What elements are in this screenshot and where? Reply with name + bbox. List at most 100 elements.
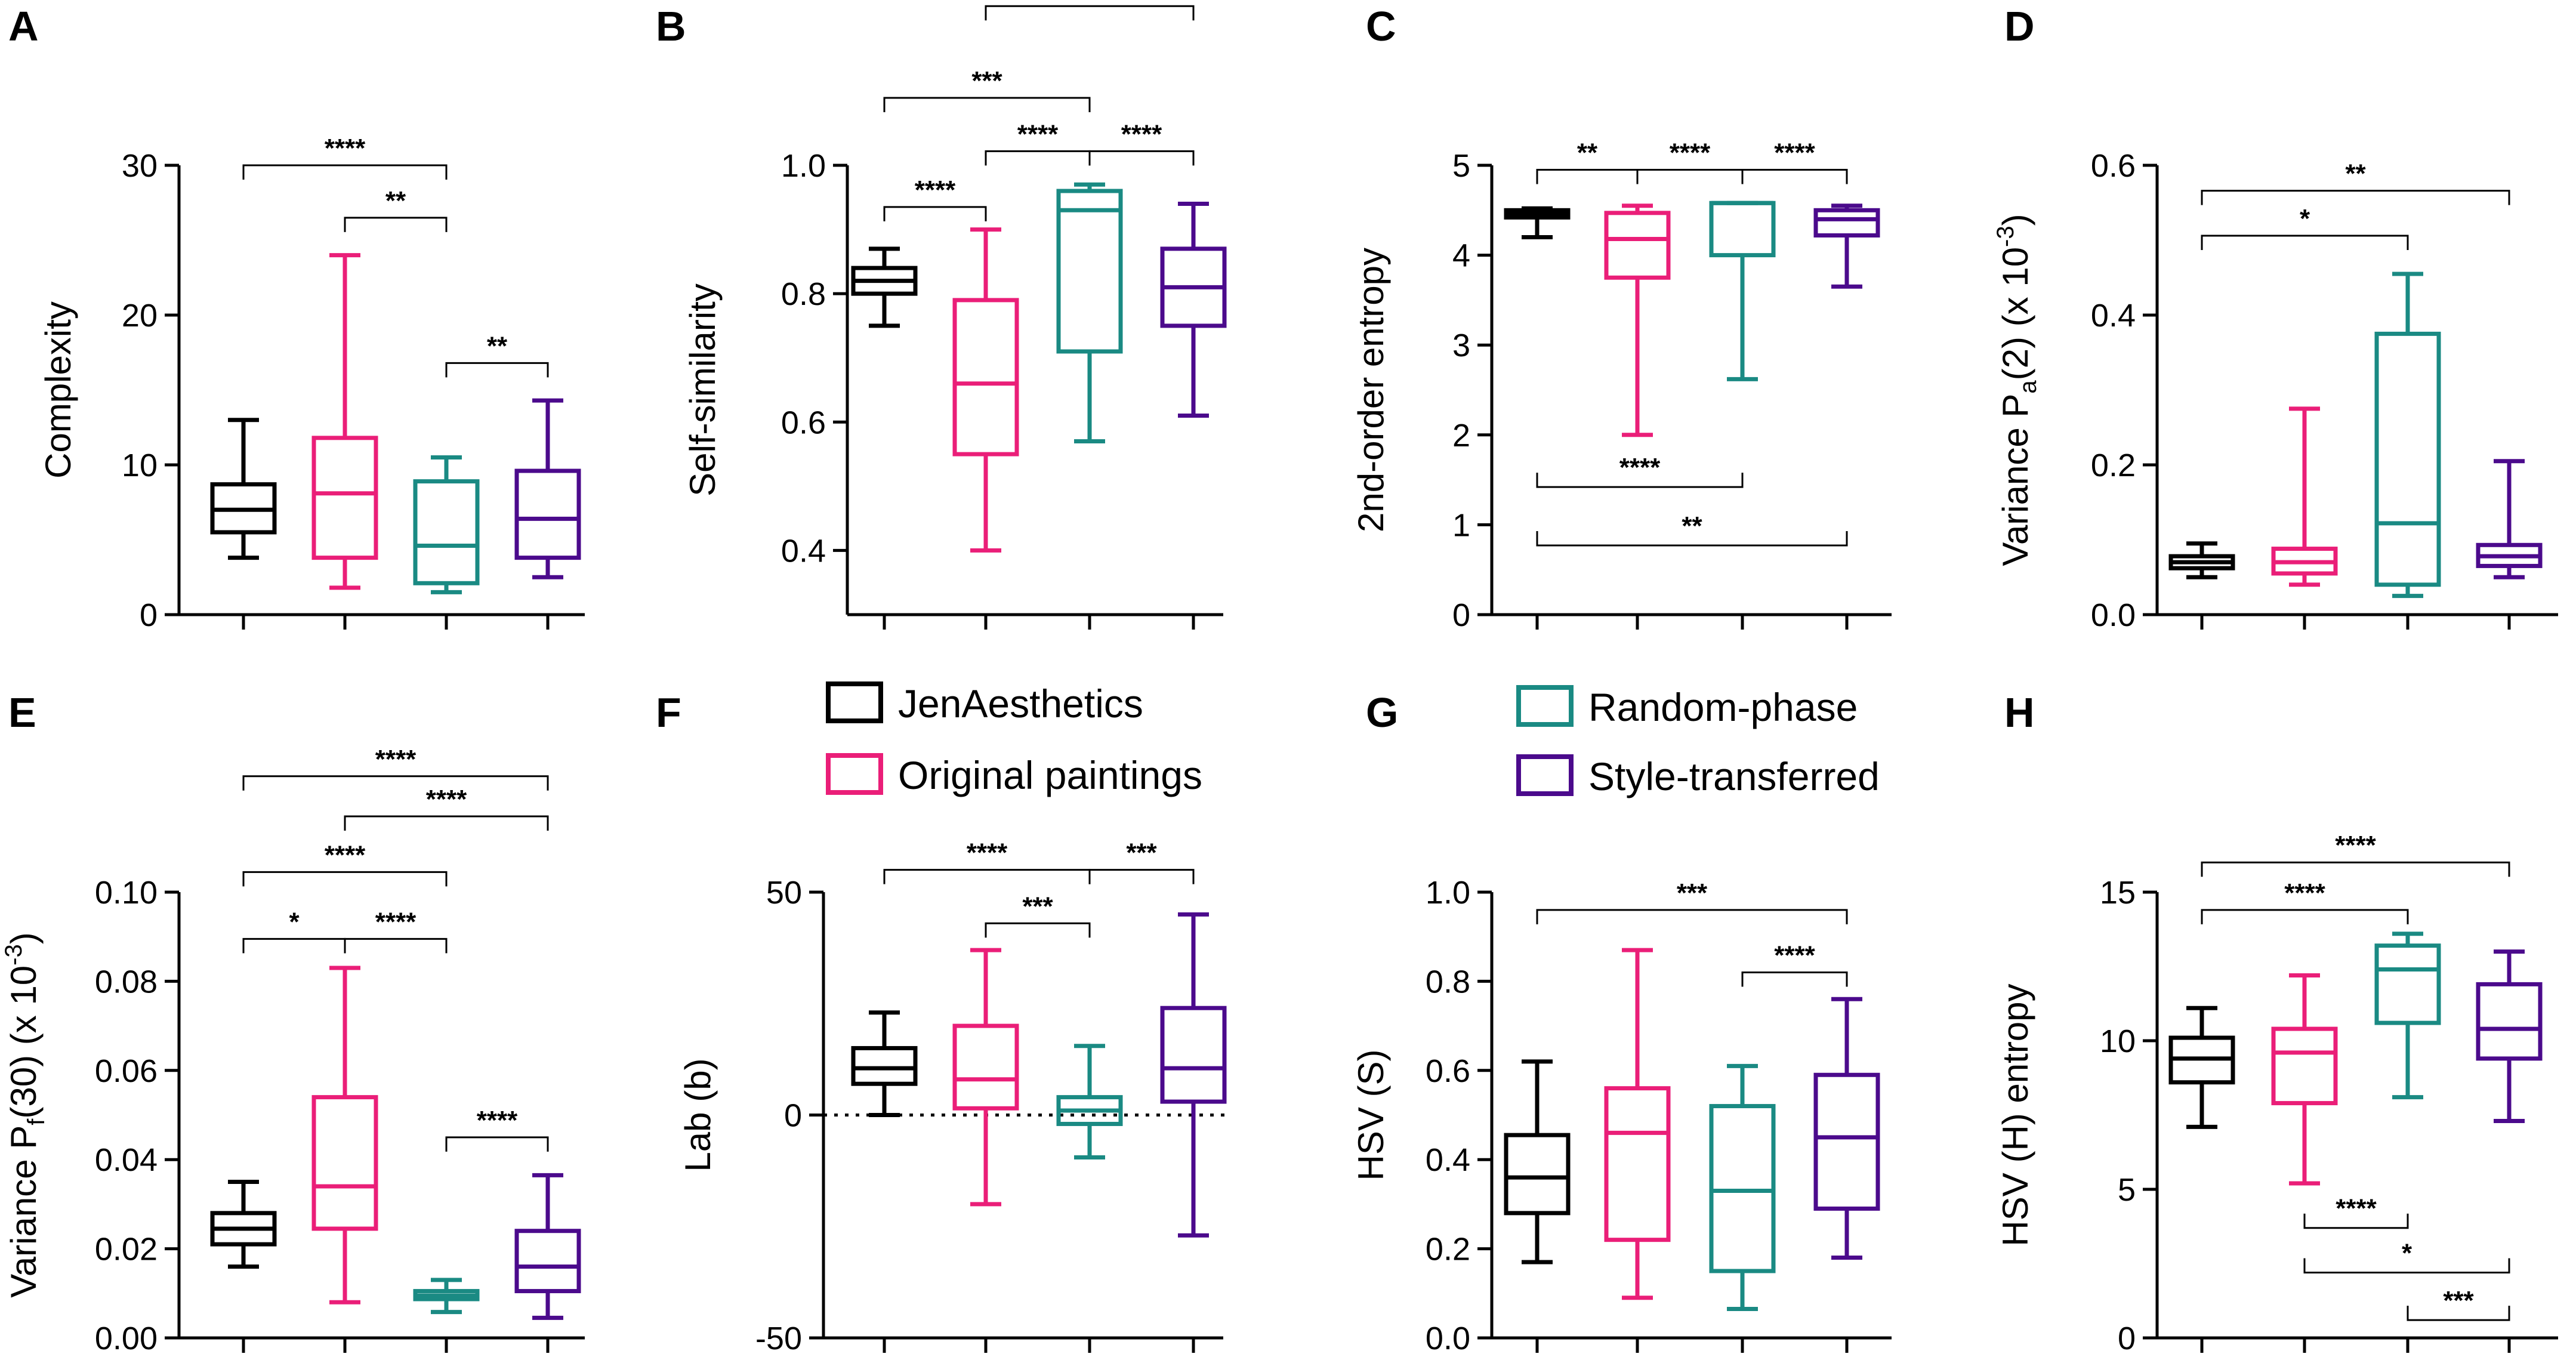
sig-bracket-line-a-2 [344, 217, 448, 232]
sig-label-h-2: **** [2284, 878, 2325, 908]
y-axis-label-h: HSV (H) entropy [1995, 983, 2035, 1246]
sig-label-a-2: ** [385, 186, 406, 215]
sig-bracket-b-2: **** [985, 119, 1091, 166]
y-tick-label-e-0-1: 0.10 [95, 875, 158, 911]
legend: JenAesthetics Original paintings Random-… [826, 681, 1880, 798]
box-c-2 [1604, 203, 1671, 437]
sig-bracket-f-1: **** [883, 838, 1091, 884]
y-tick-label-b-1: 1.0 [781, 148, 826, 184]
iqr-box-a-3 [413, 479, 480, 585]
iqr-box-g-2 [1604, 1086, 1671, 1242]
sig-bracket-line-e-2 [344, 815, 549, 831]
sig-bracket-g-1: *** [1536, 878, 1848, 924]
box-a-1 [210, 418, 277, 560]
box-e-4 [514, 1173, 581, 1320]
sig-label-c-2: **** [1670, 138, 1711, 168]
sig-bracket-c-1: ** [1536, 138, 1639, 184]
box-b-1 [851, 246, 918, 328]
panel-e: E 0.00 0.02 0.04 0.06 0.08 0.10 Variance Pf(30)… [1, 689, 585, 1356]
y-tick-label-h-15: 15 [2100, 875, 2136, 911]
sig-label-f-2: *** [1022, 892, 1053, 921]
legend-swatch-style-transferred [1516, 754, 1574, 796]
iqr-box-a-4 [514, 468, 581, 560]
y-tick-label-a-30: 30 [122, 148, 158, 184]
iqr-box-c-4 [1813, 208, 1880, 238]
legend-swatch-jenaesthetics [826, 681, 883, 723]
y-axis-label-d: Variance Pa(2) (x 10-3) [1992, 214, 2041, 566]
panel-letter-f: F [656, 689, 681, 736]
iqr-box-g-4 [1813, 1072, 1880, 1211]
sig-bracket-c-2: **** [1636, 138, 1744, 184]
sig-bracket-b-5: *** [985, 0, 1195, 21]
sig-label-g-1: *** [1677, 878, 1708, 908]
sig-bracket-line-f-3 [1088, 869, 1195, 884]
y-axis-label-a: Complexity [38, 301, 78, 479]
sig-label-c-1: ** [1577, 138, 1598, 168]
sig-label-d-1: ** [2345, 159, 2366, 189]
sig-label-f-3: *** [1126, 838, 1157, 868]
y-tick-label-e-0-02: 0.02 [95, 1232, 158, 1267]
iqr-box-h-4 [2476, 982, 2543, 1061]
box-b-3 [1056, 182, 1123, 444]
box-b-2 [952, 227, 1019, 553]
sig-label-c-3: **** [1774, 138, 1815, 168]
panel-letter-a: A [8, 3, 39, 50]
panel-letter-h: H [2004, 689, 2035, 736]
box-h-2 [2271, 973, 2338, 1186]
y-tick-label-g-0-4: 0.4 [1426, 1142, 1470, 1178]
sig-bracket-line-b-2 [985, 150, 1091, 166]
legend-swatch-original-paintings [826, 753, 883, 795]
sig-bracket-line-h-4 [2303, 1258, 2510, 1273]
y-tick-label-f-50: 50 [766, 875, 802, 911]
sig-bracket-line-a-1 [242, 164, 448, 180]
sig-label-e-2: **** [426, 785, 467, 814]
sig-bracket-line-c-5 [1536, 531, 1848, 547]
y-tick-label-g-1: 1.0 [1426, 875, 1470, 911]
box-g-4 [1813, 997, 1880, 1260]
panel-letter-g: G [1366, 689, 1398, 736]
sig-bracket-h-5: *** [2407, 1286, 2510, 1321]
y-axis-label-c: 2nd-order entropy [1351, 248, 1391, 532]
box-f-3 [1056, 1044, 1123, 1159]
y-tick-label-c-5: 5 [1452, 148, 1470, 184]
y-axis-label-f: Lab (b) [678, 1058, 718, 1171]
y-tick-label-a-0: 0 [140, 597, 158, 633]
legend-entry-original-paintings: Original paintings [826, 753, 1202, 797]
box-g-1 [1504, 1059, 1571, 1265]
sig-bracket-a-1: **** [242, 134, 448, 180]
sig-bracket-line-e-3 [242, 871, 448, 887]
box-a-2 [311, 253, 378, 590]
box-d-4 [2476, 459, 2543, 579]
sig-label-c-5: ** [1682, 511, 1702, 541]
box-c-4 [1813, 203, 1880, 289]
sig-bracket-line-g-1 [1536, 909, 1848, 924]
iqr-box-h-2 [2271, 1026, 2338, 1106]
y-tick-label-e-0-04: 0.04 [95, 1142, 158, 1178]
sig-bracket-e-3: **** [242, 840, 448, 887]
sig-bracket-line-b-5 [985, 5, 1195, 21]
y-tick-label-c-2: 2 [1452, 418, 1470, 454]
y-tick-label-d-0-2: 0.2 [2091, 448, 2136, 483]
iqr-box-f-4 [1160, 1006, 1227, 1104]
sig-label-d-2: * [2300, 204, 2310, 233]
sig-label-e-1: **** [375, 745, 417, 774]
y-tick-label-g-0-6: 0.6 [1426, 1053, 1470, 1089]
y-tick-label-g-0-8: 0.8 [1426, 964, 1470, 1000]
sig-bracket-line-h-3 [2303, 1213, 2409, 1229]
box-h-1 [2168, 1006, 2235, 1129]
iqr-box-b-3 [1056, 189, 1123, 354]
sig-bracket-line-g-2 [1741, 971, 1848, 987]
sig-label-g-2: **** [1774, 940, 1815, 970]
box-g-2 [1604, 948, 1671, 1300]
y-axis-label-b: Self-similarity [683, 283, 723, 496]
sig-label-b-1: **** [915, 175, 956, 205]
box-d-1 [2168, 541, 2235, 579]
box-b-4 [1160, 202, 1227, 418]
sig-bracket-h-2: **** [2201, 878, 2409, 924]
box-e-2 [311, 966, 378, 1304]
y-axis-label-g: HSV (S) [1351, 1049, 1391, 1180]
y-tick-label-g-0-2: 0.2 [1426, 1232, 1470, 1267]
